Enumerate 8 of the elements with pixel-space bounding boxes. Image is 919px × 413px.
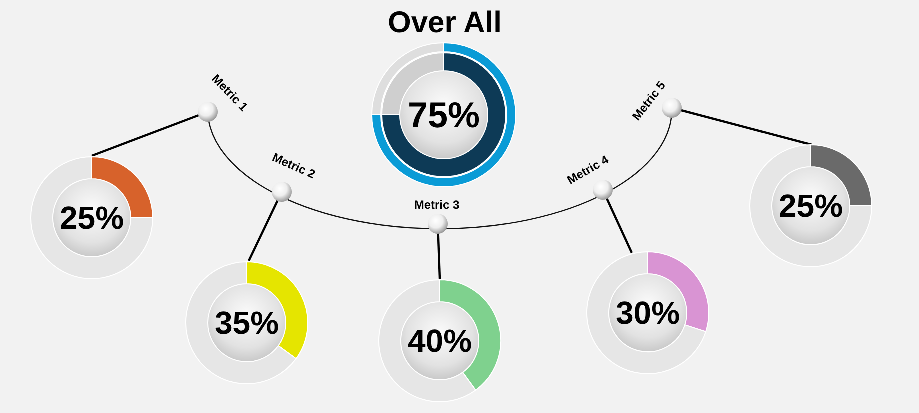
data-label: 25% — [60, 200, 124, 236]
data-label: 30% — [616, 295, 680, 331]
data-label: 75% — [408, 94, 480, 136]
chart-title: Over All — [388, 6, 502, 40]
data-label: 40% — [408, 323, 472, 359]
data-label: 35% — [214, 305, 280, 341]
chart-title: Metric 3 — [414, 198, 460, 212]
data-label: 25% — [778, 188, 844, 224]
